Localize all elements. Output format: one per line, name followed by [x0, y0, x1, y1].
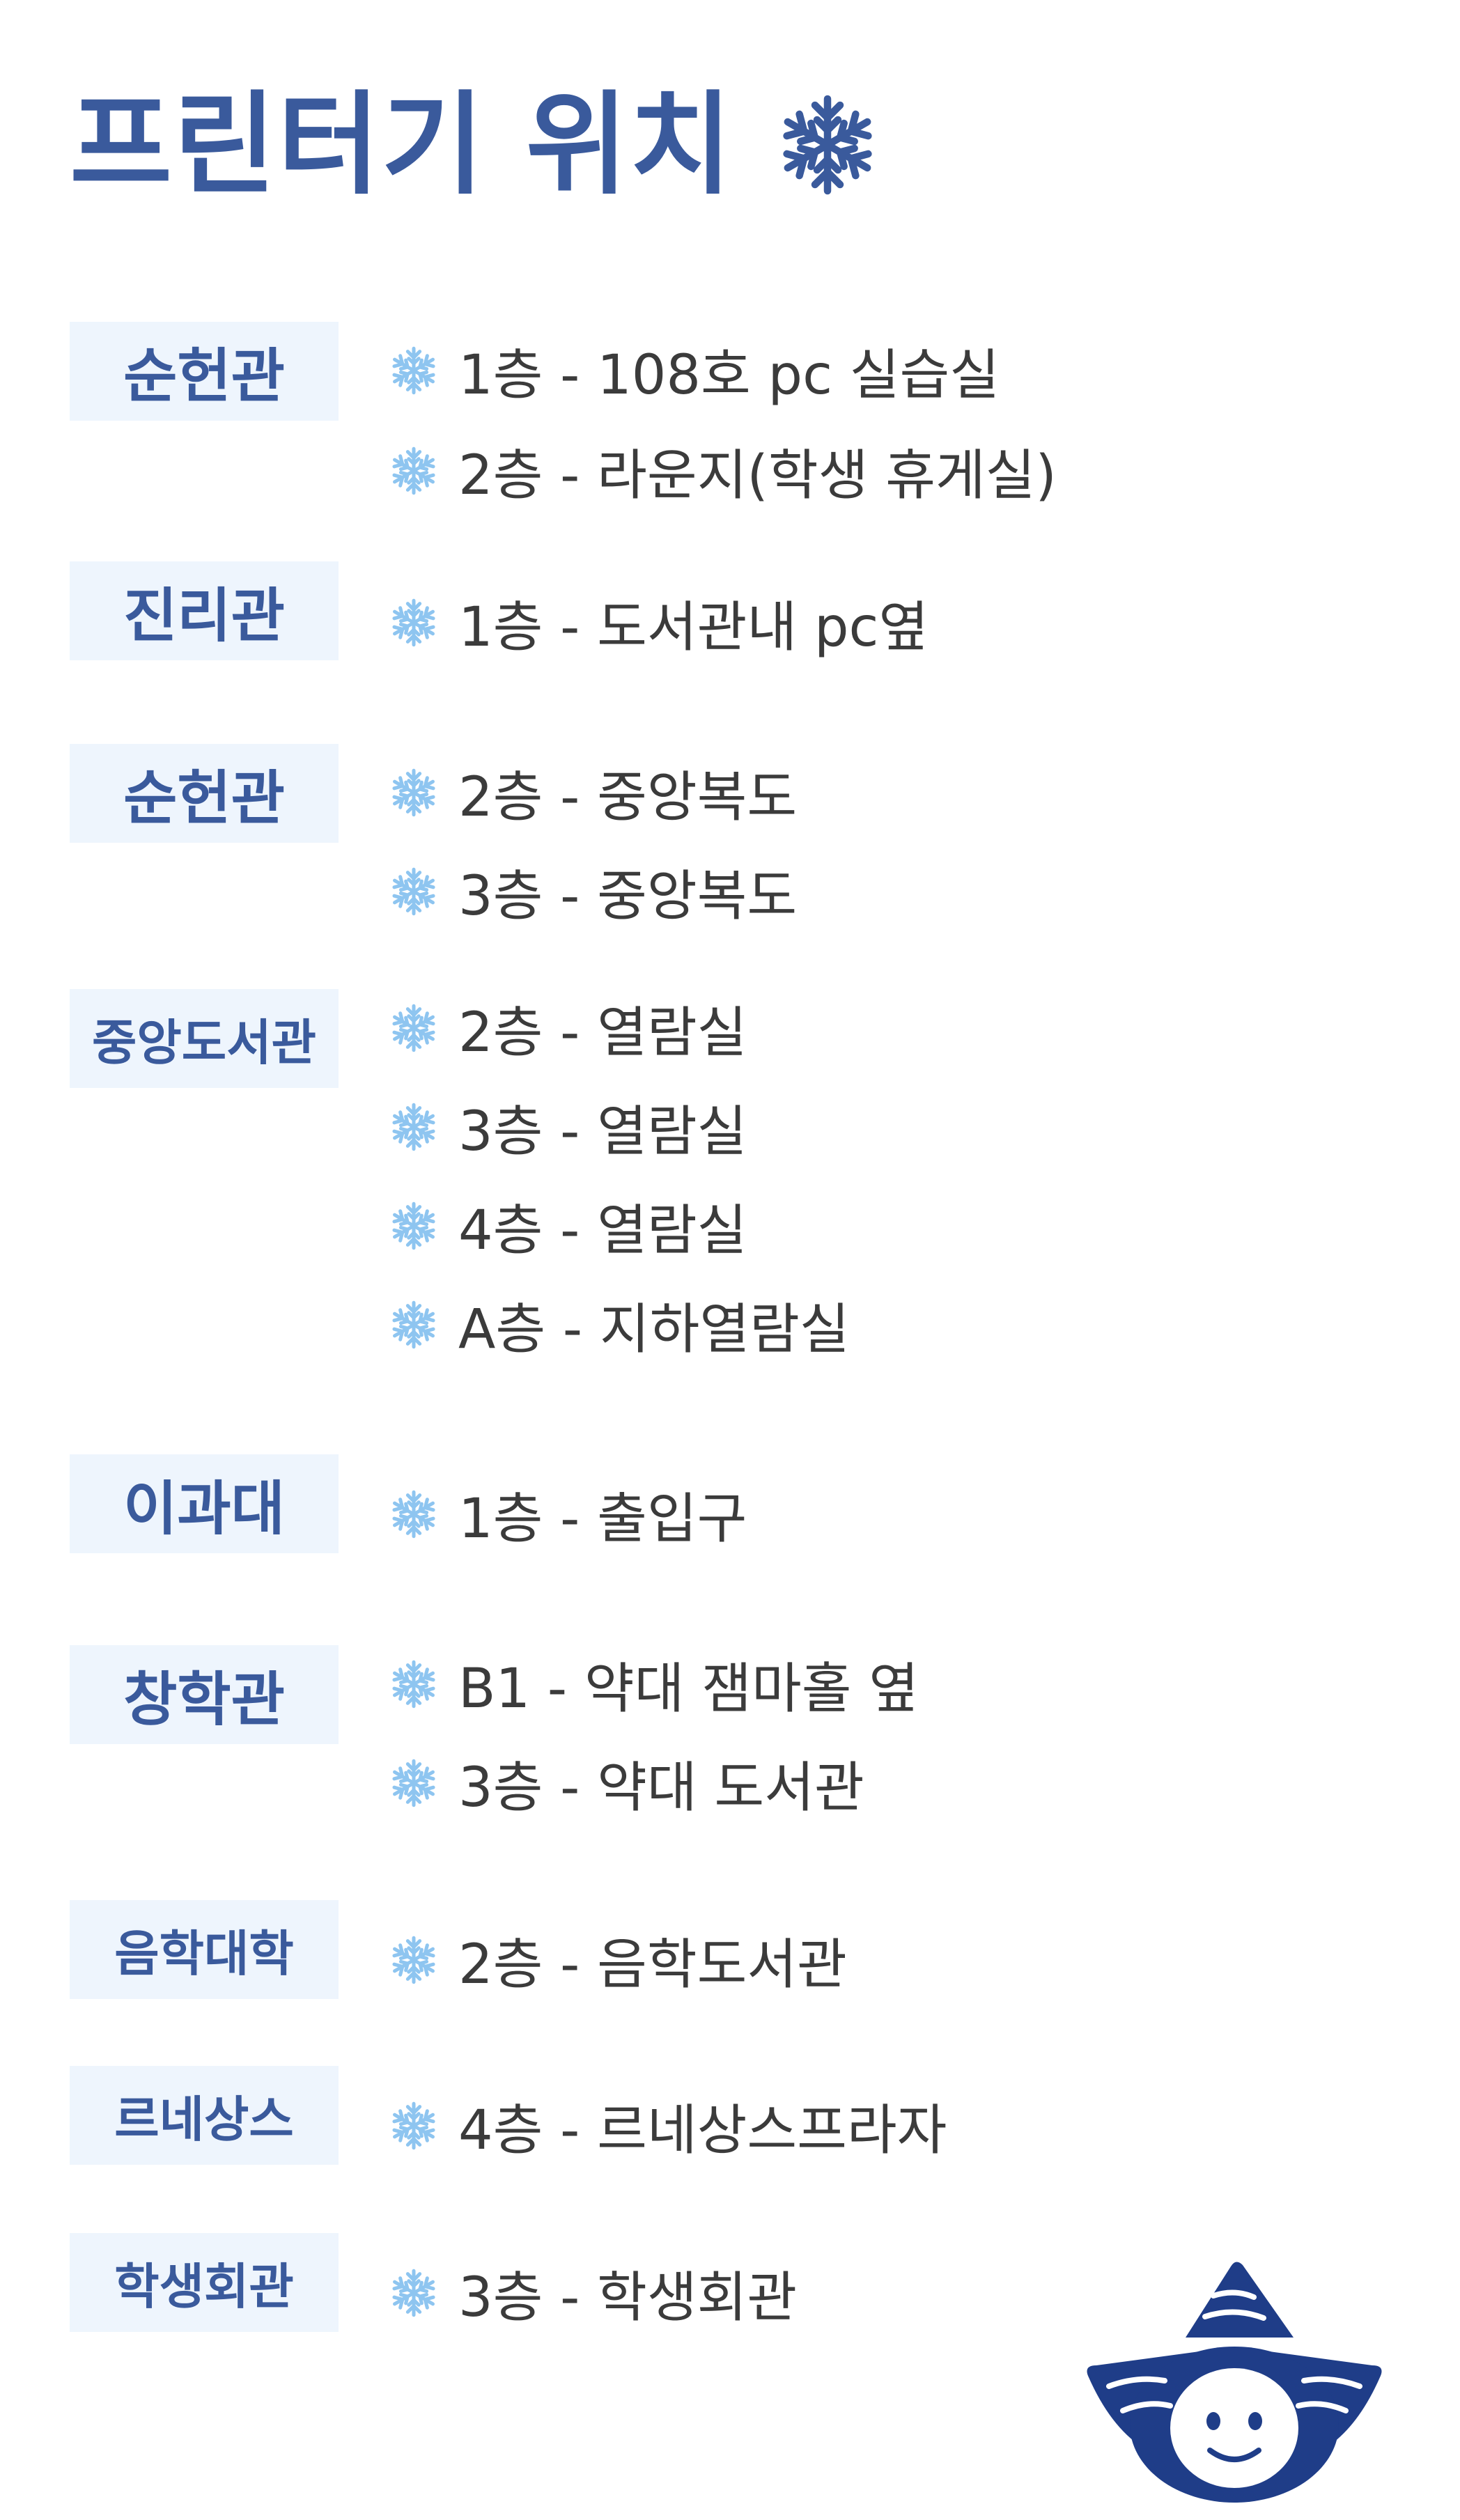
list-item: 2층 - 중앙복도 — [389, 758, 797, 829]
list-item: 3층 - 열람실 — [389, 1092, 747, 1163]
snowflake-icon — [389, 2101, 439, 2151]
list-item: B1 - 약대 잼마홀 옆 — [389, 1649, 919, 1720]
snowflake-icon — [389, 1758, 439, 1808]
snowflake-icon — [389, 1489, 439, 1539]
snowflake-icon — [389, 1003, 439, 1053]
list-item: 4층 - 르네상스프라자 — [389, 2091, 947, 2162]
page-header: 프린터기 위치 — [70, 89, 880, 201]
building-label: 이과대 — [70, 1454, 339, 1553]
building-label: 중앙도서관 — [70, 989, 339, 1088]
snowflake-icon — [389, 345, 439, 396]
list-item: A층 - 지하열람실 — [389, 1290, 850, 1361]
mascot-illustration — [1087, 2262, 1382, 2503]
item-label: 3층 - 약대 도서관 — [458, 1757, 864, 1819]
snowflake-icon — [775, 93, 880, 197]
building-label: 진리관 — [70, 561, 339, 660]
item-label: 1층 - 출입구 — [458, 1488, 747, 1550]
item-label: 2층 - 라운지(학생 휴게실) — [458, 444, 1057, 507]
building-label: 학생회관 — [70, 2233, 339, 2332]
snowflake-icon — [389, 1935, 439, 1985]
item-label: 2층 - 음학도서관 — [458, 1934, 847, 1996]
list-item: 3층 - 중앙복도 — [389, 857, 797, 928]
snowflake-icon — [389, 1300, 439, 1350]
item-label: 4층 - 열람실 — [458, 1199, 747, 1262]
snowflake-icon — [389, 1659, 439, 1709]
snowflake-icon — [389, 1102, 439, 1152]
snowflake-icon — [389, 1201, 439, 1251]
item-label: 2층 - 중앙복도 — [458, 766, 798, 829]
item-label: 2층 - 열람실 — [458, 1002, 747, 1064]
list-item: 1층 - 출입구 — [389, 1479, 747, 1550]
list-item: 3층 - 약대 도서관 — [389, 1748, 864, 1819]
snowflake-icon — [389, 2268, 439, 2318]
snowflake-icon — [389, 768, 439, 818]
list-item: 2층 - 열람실 — [389, 993, 747, 1064]
list-item: 1층 - 108호 pc 실습실 — [389, 336, 1000, 407]
item-label: B1 - 약대 잼마홀 옆 — [458, 1658, 919, 1720]
building-label: 순헌관 — [70, 322, 339, 421]
item-label: 1층 - 108호 pc 실습실 — [458, 344, 1000, 407]
item-label: A층 - 지하열람실 — [458, 1298, 850, 1361]
snowflake-icon — [389, 866, 439, 917]
building-label: 음학대학 — [70, 1900, 339, 1999]
building-label: 창학관 — [70, 1645, 339, 1744]
item-label: 3층 - 중앙복도 — [458, 865, 798, 928]
snowflake-icon — [389, 598, 439, 648]
building-label: 순헌관 — [70, 744, 339, 843]
list-item: 1층 - 도서관내 pc옆 — [389, 588, 929, 659]
list-item: 2층 - 음학도서관 — [389, 1925, 847, 1996]
snowflake-icon — [389, 446, 439, 496]
item-label: 4층 - 르네상스프라자 — [458, 2099, 947, 2162]
list-item: 2층 - 라운지(학생 휴게실) — [389, 436, 1057, 507]
item-label: 3층 - 열람실 — [458, 1100, 747, 1163]
page-title: 프린터기 위치 — [70, 79, 733, 210]
item-label: 3층 - 학생회관 — [458, 2266, 798, 2329]
building-label: 르네상스 — [70, 2066, 339, 2165]
item-label: 1층 - 도서관내 pc옆 — [458, 596, 929, 659]
list-item: 4층 - 열람실 — [389, 1191, 747, 1262]
list-item: 3층 - 학생회관 — [389, 2258, 797, 2329]
